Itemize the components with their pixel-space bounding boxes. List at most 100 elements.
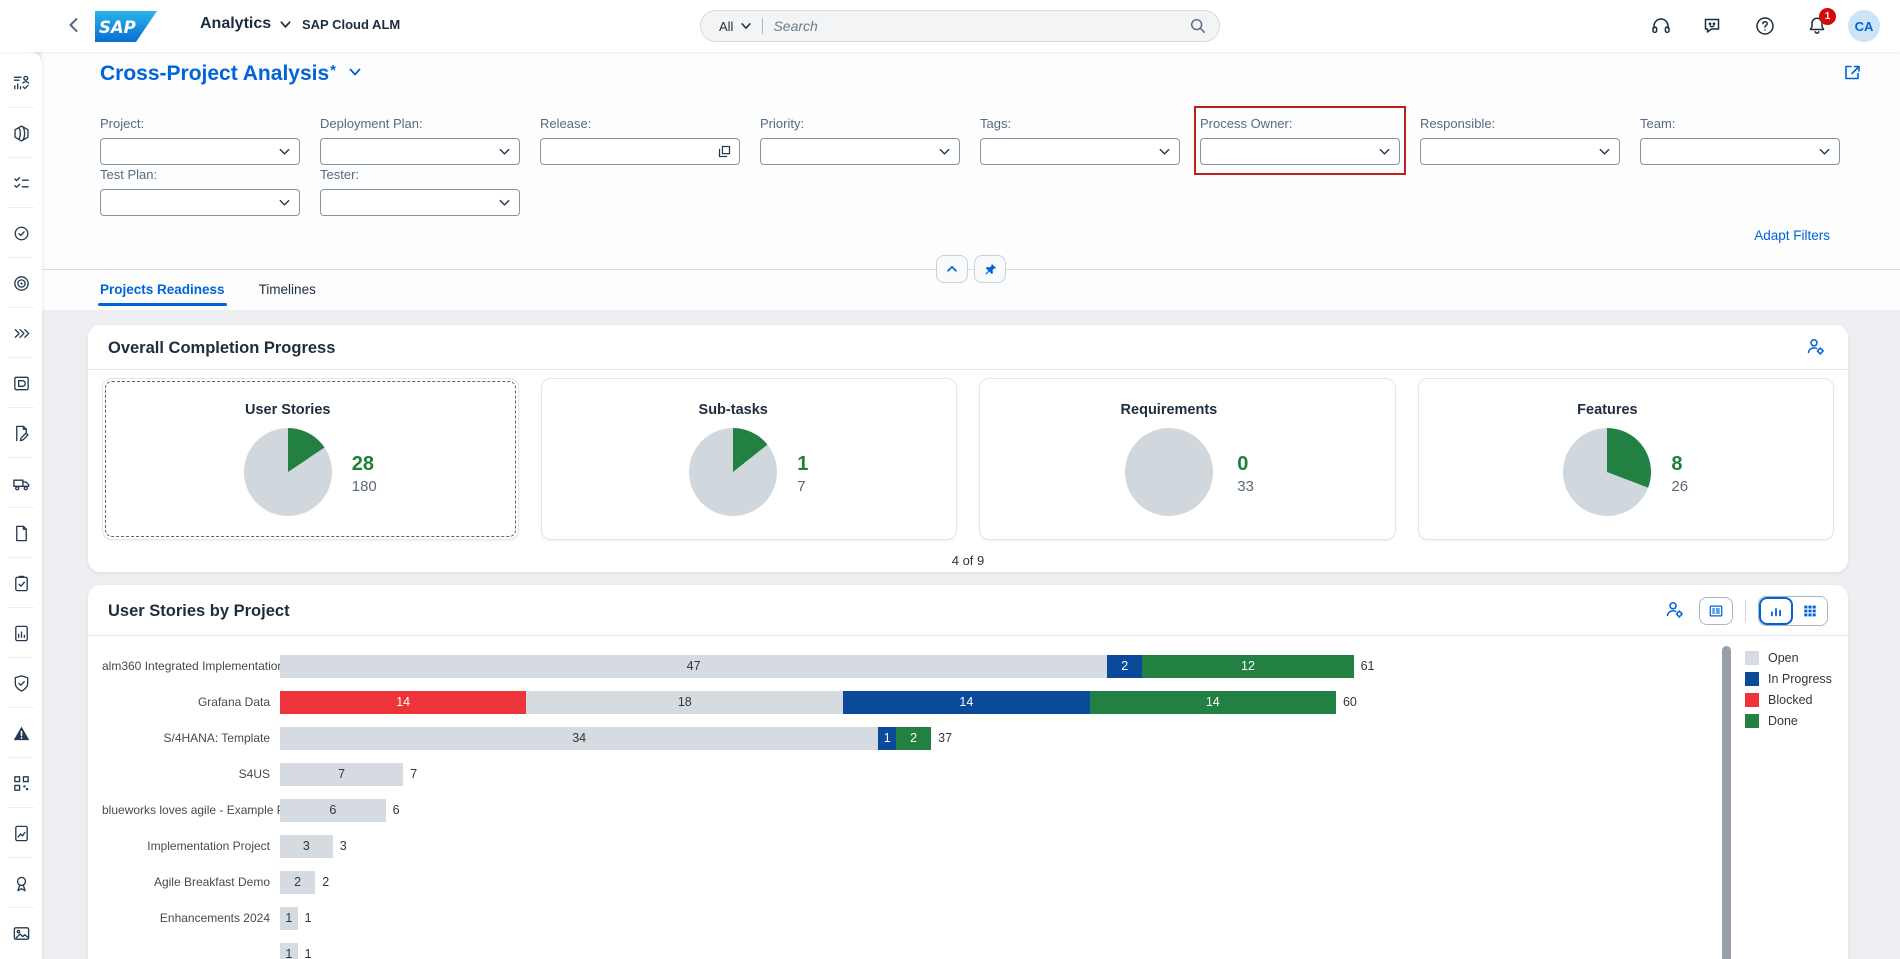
sidebar-item-shield-check[interactable] <box>0 658 42 708</box>
legend-item-in-progress[interactable]: In Progress <box>1745 672 1832 686</box>
kpi-tile-sub-tasks[interactable]: Sub-tasks 1 7 <box>540 378 957 540</box>
filter-select[interactable] <box>1420 138 1620 165</box>
chart-segment-open[interactable]: 47 <box>280 654 1108 678</box>
sidebar-item-alert[interactable] <box>0 708 42 758</box>
sidebar-item-processes[interactable] <box>0 108 42 158</box>
kpi-pie-chart <box>243 428 332 516</box>
search-scope-select[interactable]: All <box>719 19 752 34</box>
sidebar-item-analytics-overview[interactable] <box>0 58 42 108</box>
chart-scrollbar[interactable] <box>1722 646 1731 959</box>
page-title-menu-button[interactable] <box>348 65 362 84</box>
chart-segment-open[interactable]: 34 <box>280 726 879 750</box>
chevron-down-icon <box>1379 148 1390 155</box>
chart-segment-in-progress[interactable]: 2 <box>1107 654 1143 678</box>
segment-value-label: 3 <box>302 839 310 853</box>
chart-segment-open[interactable]: 6 <box>280 798 386 822</box>
tab-projects-readiness[interactable]: Projects Readiness <box>98 282 227 306</box>
chart-segment-blocked[interactable]: 14 <box>280 690 527 714</box>
kpi-tile-user-stories[interactable]: User Stories 28 180 <box>102 378 519 540</box>
filter-group-test-plan: Test Plan: <box>100 163 300 220</box>
filter-value-help-input[interactable] <box>540 138 740 165</box>
notifications-button[interactable]: 1 <box>1806 8 1836 37</box>
sidebar-item-task-list[interactable] <box>0 158 42 208</box>
segment-value-label: 12 <box>1241 659 1255 673</box>
kpi-total-count: 180 <box>351 477 377 495</box>
legend-item-done[interactable]: Done <box>1745 714 1832 728</box>
sidebar-item-chart-document[interactable] <box>0 808 42 858</box>
segment-value-label: 47 <box>686 659 701 673</box>
sidebar-item-transport-truck[interactable] <box>0 458 42 508</box>
sidebar-item-chevrons-right[interactable] <box>0 308 42 358</box>
tab-timelines[interactable]: Timelines <box>258 282 316 297</box>
chart-segment-open[interactable]: 18 <box>526 690 844 714</box>
back-button[interactable] <box>62 14 86 38</box>
legend-toggle-button[interactable] <box>1699 597 1733 625</box>
share-button[interactable] <box>1840 62 1864 86</box>
personalization-button[interactable] <box>1663 599 1687 623</box>
sidebar-item-certificate[interactable] <box>0 858 42 908</box>
chevron-down-icon <box>499 148 510 155</box>
avatar[interactable]: CA <box>1848 10 1880 42</box>
sidebar-item-report[interactable] <box>0 608 42 658</box>
chart-segment-open[interactable]: 1 <box>280 942 298 959</box>
tab-strip: Projects Readiness Timelines <box>98 282 316 306</box>
chart-segment-open[interactable]: 2 <box>280 870 316 894</box>
personalization-button[interactable] <box>1804 336 1828 360</box>
segment-value-label: 2 <box>910 731 918 745</box>
shell-search[interactable]: All <box>700 10 1220 42</box>
filter-label: Tester: <box>320 167 360 182</box>
chart-total-label: 60 <box>1342 695 1357 709</box>
chart-segment-in-progress[interactable]: 14 <box>843 690 1090 714</box>
filter-select[interactable] <box>1640 138 1840 165</box>
chart-segment-done[interactable]: 12 <box>1142 654 1354 678</box>
filter-select[interactable] <box>100 138 300 165</box>
sidebar-item-backlog[interactable] <box>0 358 42 408</box>
sidebar-item-target[interactable] <box>0 258 42 308</box>
chart-segment-open[interactable]: 1 <box>280 906 298 930</box>
sidebar-item-image[interactable] <box>0 908 42 958</box>
collapse-filter-bar-button[interactable] <box>936 255 968 283</box>
filter-group-priority: Priority: <box>760 112 960 169</box>
chevron-down-icon <box>1599 148 1610 155</box>
kpi-tile-features[interactable]: Features 8 26 <box>1417 378 1834 540</box>
sidebar-item-quality-seal[interactable] <box>0 208 42 258</box>
legend-item-blocked[interactable]: Blocked <box>1745 693 1832 707</box>
chart-segment-done[interactable]: 14 <box>1089 690 1336 714</box>
filter-select[interactable] <box>1200 138 1400 165</box>
chart-segment-open[interactable]: 7 <box>280 762 404 786</box>
filter-select[interactable] <box>980 138 1180 165</box>
chart-row-agile-breakfast-demo: Agile Breakfast Demo 2 2 <box>102 864 1848 900</box>
sidebar-item-document[interactable] <box>0 508 42 558</box>
chart-segment-in-progress[interactable]: 1 <box>878 726 896 750</box>
filter-select[interactable] <box>320 138 520 165</box>
filter-select[interactable] <box>100 189 300 216</box>
filter-select[interactable] <box>320 189 520 216</box>
sidebar-item-test-plan[interactable] <box>0 558 42 608</box>
feedback-button[interactable] <box>1702 15 1724 37</box>
chart-legend: Open In Progress Blocked Done <box>1745 651 1832 728</box>
chart-segment-done[interactable]: 2 <box>895 726 932 750</box>
adapt-filters-link[interactable]: Adapt Filters <box>1754 228 1830 243</box>
chevron-left-icon <box>69 18 78 32</box>
chevron-down-icon <box>939 148 950 155</box>
chart-view-button[interactable] <box>1759 597 1793 625</box>
help-button[interactable] <box>1754 15 1776 37</box>
sidebar-item-qr-code[interactable] <box>0 758 42 808</box>
kpi-tile-requirements[interactable]: Requirements 0 33 <box>979 378 1396 540</box>
sap-logo[interactable]: SAP <box>95 11 157 47</box>
chart-segment-open[interactable]: 3 <box>280 834 333 858</box>
chart-bar: 7 <box>280 762 404 786</box>
chart-total-label: 1 <box>304 911 312 925</box>
search-input[interactable] <box>773 18 1189 34</box>
kpi-pie-chart <box>689 428 778 516</box>
table-view-button[interactable] <box>1793 597 1827 625</box>
sidebar <box>0 52 42 959</box>
legend-item-open[interactable]: Open <box>1745 651 1832 665</box>
pin-filter-bar-button[interactable] <box>974 255 1006 283</box>
support-button[interactable] <box>1650 15 1672 37</box>
search-icon[interactable] <box>1189 17 1207 35</box>
filter-select[interactable] <box>760 138 960 165</box>
product-switcher[interactable]: Analytics <box>200 15 292 33</box>
sidebar-item-edit-document[interactable] <box>0 408 42 458</box>
